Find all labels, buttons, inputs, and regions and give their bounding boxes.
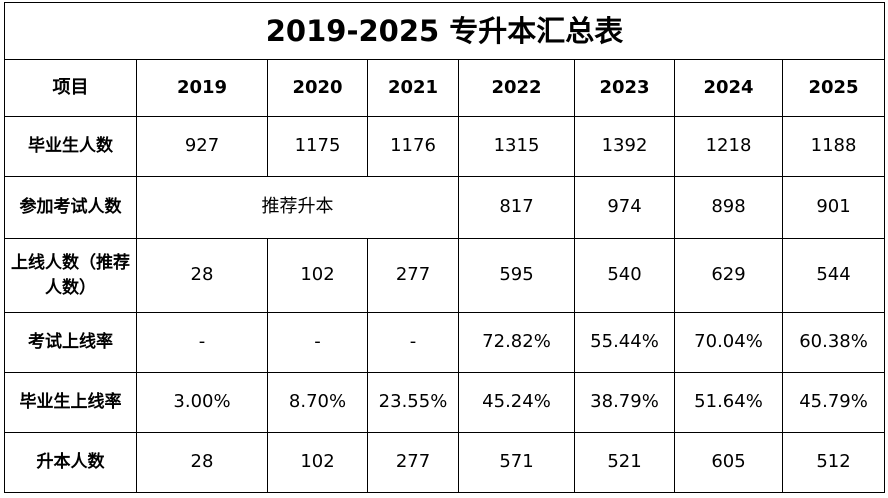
header-year: 2024: [674, 59, 783, 117]
table-cell: 1392: [574, 116, 675, 177]
table-cell: 3.00%: [136, 372, 268, 433]
row-label: 考试上线率: [4, 312, 137, 373]
row-examinees: 参加考试人数 推荐升本 817 974 898 901: [4, 176, 886, 239]
table-cell: 1176: [367, 116, 459, 177]
table-title: 2019-2025 专升本汇总表: [3, 2, 886, 60]
title-row: 2019-2025 专升本汇总表: [3, 2, 886, 60]
table-cell: 571: [458, 432, 575, 493]
table-cell: -: [136, 312, 268, 373]
table-cell: 60.38%: [781, 312, 886, 373]
row-label: 升本人数: [4, 432, 137, 493]
table-cell: 1175: [267, 116, 368, 177]
table-cell: 45.79%: [781, 372, 886, 433]
row-label: 毕业生上线率: [4, 372, 137, 433]
row-grad-rate: 毕业生上线率 3.00% 8.70% 23.55% 45.24% 38.79% …: [4, 372, 886, 433]
row-label: 毕业生人数: [4, 116, 137, 177]
table-cell: 605: [674, 432, 783, 493]
table-cell: 595: [458, 238, 575, 313]
table-cell: 55.44%: [574, 312, 675, 373]
summary-table: 2019-2025 专升本汇总表 项目 2019 2020 2021 2022 …: [3, 2, 886, 493]
table-cell: 927: [136, 116, 268, 177]
table-cell: 45.24%: [458, 372, 575, 433]
row-qualified: 上线人数（推荐人数） 28 102 277 595 540 629 544: [4, 238, 886, 313]
header-year: 2019: [136, 59, 268, 117]
table-cell: 1188: [781, 116, 886, 177]
merged-note-cell: 推荐升本: [136, 176, 459, 239]
row-label: 上线人数（推荐人数）: [4, 238, 137, 313]
table-cell: 817: [458, 176, 575, 239]
header-year: 2022: [458, 59, 575, 117]
table-cell: 8.70%: [267, 372, 368, 433]
header-year: 2023: [574, 59, 675, 117]
table-cell: 28: [136, 432, 268, 493]
table-cell: 72.82%: [458, 312, 575, 373]
table-cell: 974: [574, 176, 675, 239]
table-cell: 629: [674, 238, 783, 313]
table-cell: -: [267, 312, 368, 373]
header-year: 2021: [367, 59, 459, 117]
table-cell: 277: [367, 432, 459, 493]
table-cell: -: [367, 312, 459, 373]
table-cell: 1315: [458, 116, 575, 177]
table-cell: 1218: [674, 116, 783, 177]
table-cell: 102: [267, 238, 368, 313]
table-cell: 512: [781, 432, 886, 493]
table-cell: 277: [367, 238, 459, 313]
table-cell: 28: [136, 238, 268, 313]
table-cell: 51.64%: [674, 372, 783, 433]
table-cell: 540: [574, 238, 675, 313]
header-year: 2020: [267, 59, 368, 117]
table-cell: 38.79%: [574, 372, 675, 433]
table-cell: 23.55%: [367, 372, 459, 433]
row-graduates: 毕业生人数 927 1175 1176 1315 1392 1218 1188: [4, 116, 886, 177]
table-cell: 901: [781, 176, 886, 239]
table-cell: 70.04%: [674, 312, 783, 373]
row-exam-rate: 考试上线率 - - - 72.82% 55.44% 70.04% 60.38%: [4, 312, 886, 373]
header-year: 2025: [781, 59, 886, 117]
row-admitted: 升本人数 28 102 277 571 521 605 512: [4, 432, 886, 493]
summary-sheet: 2019-2025 专升本汇总表 项目 2019 2020 2021 2022 …: [3, 2, 886, 496]
table-cell: 898: [674, 176, 783, 239]
table-cell: 521: [574, 432, 675, 493]
table-cell: 544: [781, 238, 886, 313]
header-row: 项目 2019 2020 2021 2022 2023 2024 2025: [4, 59, 886, 117]
table-cell: 102: [267, 432, 368, 493]
header-item: 项目: [4, 59, 137, 117]
row-label: 参加考试人数: [4, 176, 137, 239]
